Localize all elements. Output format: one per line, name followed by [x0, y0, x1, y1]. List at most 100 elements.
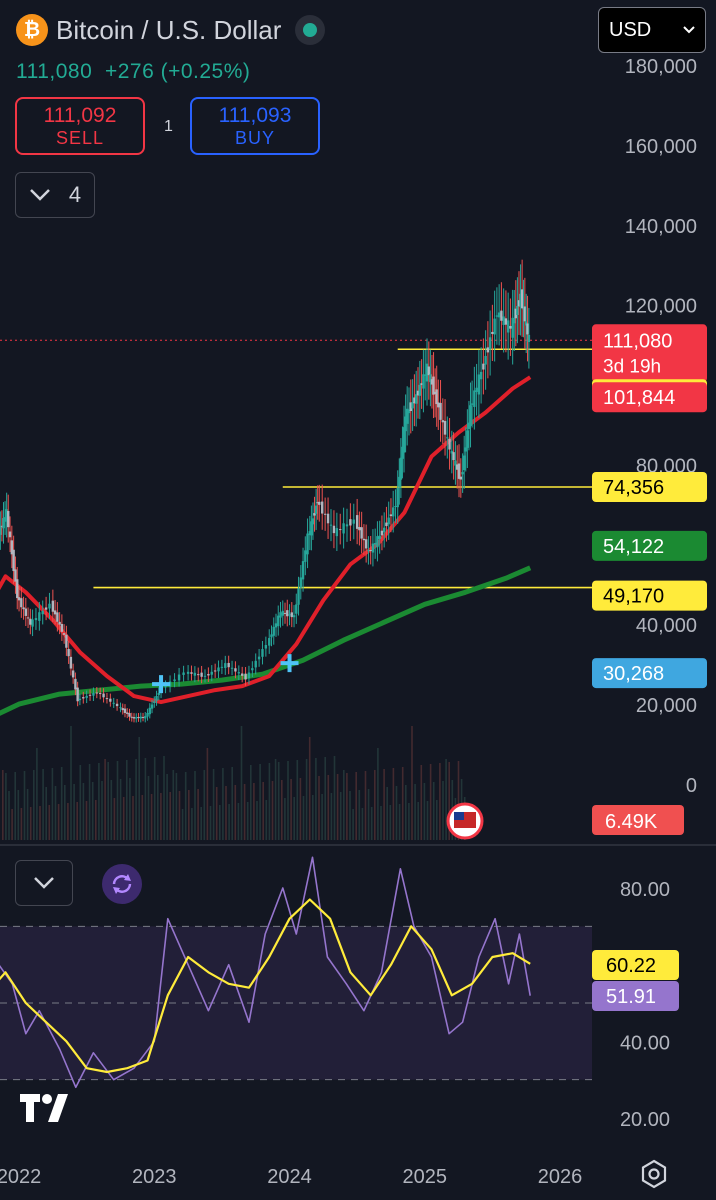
volume-bar: [129, 778, 131, 840]
candle-body: [345, 524, 349, 527]
sell-button[interactable]: 111,092 SELL: [15, 97, 145, 155]
candle-body: [484, 355, 487, 365]
volume-bar: [299, 778, 302, 840]
candle-body: [456, 464, 459, 470]
candle-body: [409, 402, 412, 412]
candle-body: [207, 673, 210, 676]
rsi-toggle-button[interactable]: [15, 860, 73, 906]
candle-body: [477, 374, 481, 395]
volume-bar: [88, 764, 91, 840]
candle-body: [497, 312, 501, 318]
volume-bar: [191, 808, 193, 840]
candle-body: [168, 681, 172, 687]
volume-bar: [448, 762, 450, 840]
candle-body: [392, 507, 395, 517]
candle-body: [314, 505, 318, 514]
volume-bar: [57, 804, 60, 840]
volume-bar: [361, 808, 364, 840]
candle-body: [506, 320, 510, 333]
candle-body: [157, 692, 160, 695]
volume-bar: [374, 770, 376, 840]
candle-body: [67, 648, 70, 657]
candle-body: [454, 460, 457, 466]
volume-bar: [194, 771, 196, 840]
currency-value: USD: [609, 18, 652, 41]
candle-body: [12, 549, 15, 572]
volume-bar: [138, 737, 140, 840]
time-axis-tick: 2024: [267, 1166, 312, 1188]
candle-body: [62, 633, 66, 635]
candle-body: [7, 511, 10, 528]
candle-body: [469, 405, 472, 426]
candle-body: [524, 321, 528, 326]
volume-bar: [122, 797, 125, 840]
candle-body: [422, 374, 425, 389]
symbol-header[interactable]: ₿ Bitcoin / U.S. Dollar: [16, 14, 326, 46]
sell-label: SELL: [55, 127, 105, 148]
candle-body: [177, 674, 181, 681]
candle-body: [339, 529, 342, 531]
buy-button[interactable]: 111,093 BUY: [190, 97, 320, 155]
candle-body: [48, 603, 51, 609]
candle-body: [429, 374, 432, 383]
candle-body: [519, 293, 522, 307]
price-label: 30,268: [603, 663, 664, 685]
market-open-dot-icon[interactable]: [295, 15, 326, 45]
candle-body: [277, 615, 280, 627]
volume-bar: [73, 784, 75, 840]
chevron-down-icon: [29, 189, 50, 201]
candle-body: [306, 533, 309, 555]
volume-bar: [442, 781, 444, 840]
chevron-down-icon: [683, 26, 695, 34]
candle-body: [466, 430, 469, 448]
candle-body: [311, 518, 315, 525]
time-axis-tick: 2023: [132, 1166, 177, 1188]
candle-body: [401, 446, 404, 459]
candle-body: [389, 514, 393, 517]
cross-marker: [280, 654, 299, 673]
volume-bar: [250, 765, 252, 840]
volume-bar: [188, 790, 190, 840]
candle-body: [78, 698, 82, 701]
candle-body: [470, 403, 474, 405]
candle-body: [304, 550, 307, 562]
currency-select[interactable]: USD: [598, 7, 706, 53]
candle-body: [433, 391, 437, 395]
volume-bar: [333, 756, 336, 840]
volume-bar: [367, 789, 370, 840]
sync-icon[interactable]: [102, 864, 142, 904]
time-axis-tick: 2026: [538, 1166, 583, 1188]
volume-bar: [212, 769, 215, 840]
volume-bar: [110, 780, 113, 840]
indicator-count: 4: [68, 182, 82, 207]
candle-body: [261, 649, 264, 657]
candle-body: [527, 334, 531, 343]
spread-value: 1: [164, 118, 173, 135]
candle-body: [516, 305, 519, 316]
candle-body: [286, 610, 289, 617]
candle-body: [153, 701, 156, 703]
candle-body: [482, 363, 485, 370]
volume-bar: [163, 756, 165, 840]
candle-body: [463, 455, 466, 471]
volume-bar: [215, 787, 218, 840]
candle-body: [414, 394, 418, 404]
candle-body: [435, 389, 438, 405]
candle-body: [479, 371, 483, 380]
candle-body: [2, 518, 5, 529]
candle-body: [488, 337, 492, 350]
indicators-toggle-button[interactable]: 4: [15, 172, 95, 218]
candle-body: [60, 623, 64, 632]
rsi-label: 60.22: [606, 955, 656, 977]
volume-bar: [414, 784, 416, 840]
volume-bar: [209, 806, 212, 840]
last-price-label-box: [592, 324, 707, 383]
rsi-label: 51.91: [606, 986, 656, 1008]
volume-bar: [296, 760, 299, 840]
candle-body: [65, 634, 68, 648]
candle-body: [399, 457, 403, 480]
gear-icon[interactable]: [638, 1158, 670, 1195]
volume-bar: [355, 772, 357, 840]
time-axis-tick: 2025: [403, 1166, 448, 1188]
